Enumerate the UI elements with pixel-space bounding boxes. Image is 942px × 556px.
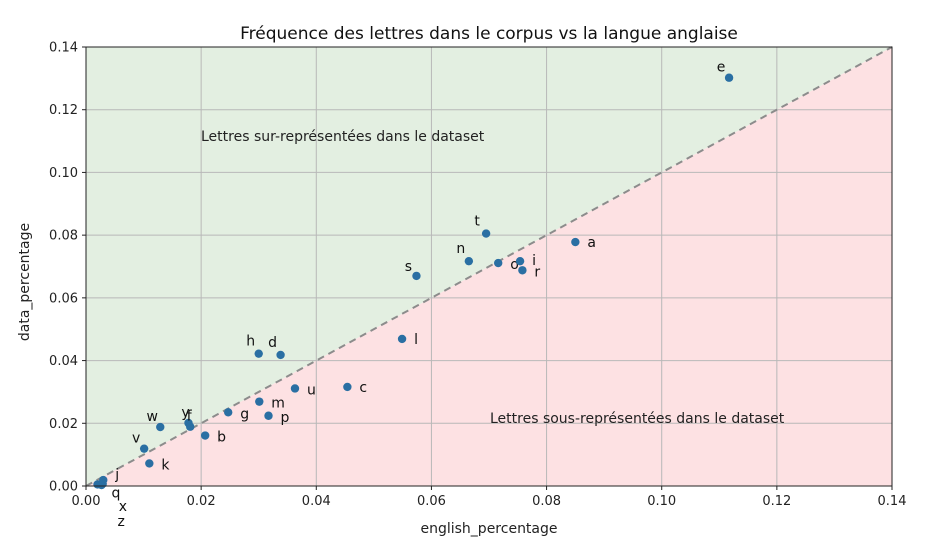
y-tick-label: 0.06 — [49, 291, 78, 306]
data-point-v — [139, 444, 149, 453]
point-label-m: m — [271, 396, 285, 412]
data-point-k — [145, 459, 154, 468]
over-represented-label: Lettres sur-représentées dans le dataset — [201, 129, 485, 145]
plot-frame — [85, 46, 893, 487]
point-label-l: l — [414, 332, 418, 348]
y-axis-label: data_percentage — [17, 223, 33, 341]
x-tick-label: 0.10 — [647, 494, 676, 509]
y-tick-label: 0.00 — [49, 480, 78, 495]
point-label-z: z — [118, 514, 125, 530]
data-point-f — [186, 422, 195, 431]
data-point-r — [518, 266, 527, 275]
data-point-t — [481, 229, 491, 238]
point-label-x: x — [119, 499, 127, 515]
point-label-c: c — [359, 380, 367, 396]
point-label-k: k — [161, 457, 170, 473]
y-tick-label: 0.10 — [49, 166, 78, 181]
y-tick-label: 0.08 — [49, 229, 78, 244]
point-label-v: v — [132, 431, 140, 447]
data-point-s — [412, 271, 421, 281]
data-point-i — [515, 256, 525, 266]
x-axis-ticks: 0.00 0.02 0.04 0.06 0.08 0.10 0.12 0.14 — [72, 486, 907, 509]
point-label-i: i — [532, 253, 536, 269]
point-label-d: d — [268, 335, 277, 351]
y-axis-ticks: 0.00 0.02 0.04 0.06 0.08 0.10 0.12 0.14 — [49, 41, 86, 495]
data-point-l — [397, 334, 407, 344]
data-point-d — [276, 350, 285, 360]
data-point-z — [97, 480, 106, 490]
y-tick-label: 0.12 — [49, 103, 78, 118]
data-point-c — [343, 382, 352, 392]
x-tick-label: 0.02 — [187, 494, 216, 509]
x-tick-label: 0.14 — [878, 494, 907, 509]
point-label-o: o — [510, 257, 519, 273]
data-point-h — [254, 349, 263, 358]
data-point-o — [494, 258, 503, 268]
point-label-y: y — [181, 405, 189, 421]
x-tick-label: 0.08 — [532, 494, 561, 509]
point-label-n: n — [456, 241, 465, 257]
point-label-t: t — [474, 214, 480, 230]
point-label-h: h — [246, 334, 255, 350]
point-label-b: b — [217, 430, 226, 446]
data-point-u — [290, 384, 300, 393]
point-label-r: r — [534, 264, 540, 280]
point-label-e: e — [717, 60, 726, 76]
point-label-g: g — [240, 406, 249, 422]
x-tick-label: 0.06 — [417, 494, 446, 509]
point-label-u: u — [307, 382, 316, 398]
data-point-p — [264, 411, 273, 420]
data-point-g — [224, 408, 233, 417]
point-label-s: s — [405, 259, 412, 275]
data-point-b — [200, 431, 210, 440]
data-point-a — [571, 237, 580, 247]
x-tick-label: 0.12 — [762, 494, 791, 509]
point-label-f: f — [187, 409, 193, 425]
x-tick-label: 0.04 — [302, 494, 331, 509]
data-point-w — [156, 422, 165, 432]
y-tick-label: 0.04 — [49, 354, 78, 369]
y-tick-label: 0.14 — [49, 41, 78, 56]
point-label-w: w — [147, 409, 158, 425]
data-point-n — [464, 256, 474, 266]
point-label-q: q — [112, 485, 121, 501]
point-label-j: j — [114, 467, 119, 483]
point-label-p: p — [281, 410, 290, 426]
chart-title: Fréquence des lettres dans le corpus vs … — [240, 24, 738, 44]
data-point-m — [255, 397, 264, 406]
x-tick-label: 0.00 — [72, 494, 101, 509]
under-represented-label: Lettres sous-représentées dans le datase… — [490, 411, 785, 427]
x-axis-label: english_percentage — [420, 521, 557, 537]
reference-line-y-equals-x — [85, 46, 893, 487]
point-label-a: a — [587, 235, 596, 251]
y-tick-label: 0.02 — [49, 417, 78, 432]
data-point-e — [724, 73, 734, 82]
